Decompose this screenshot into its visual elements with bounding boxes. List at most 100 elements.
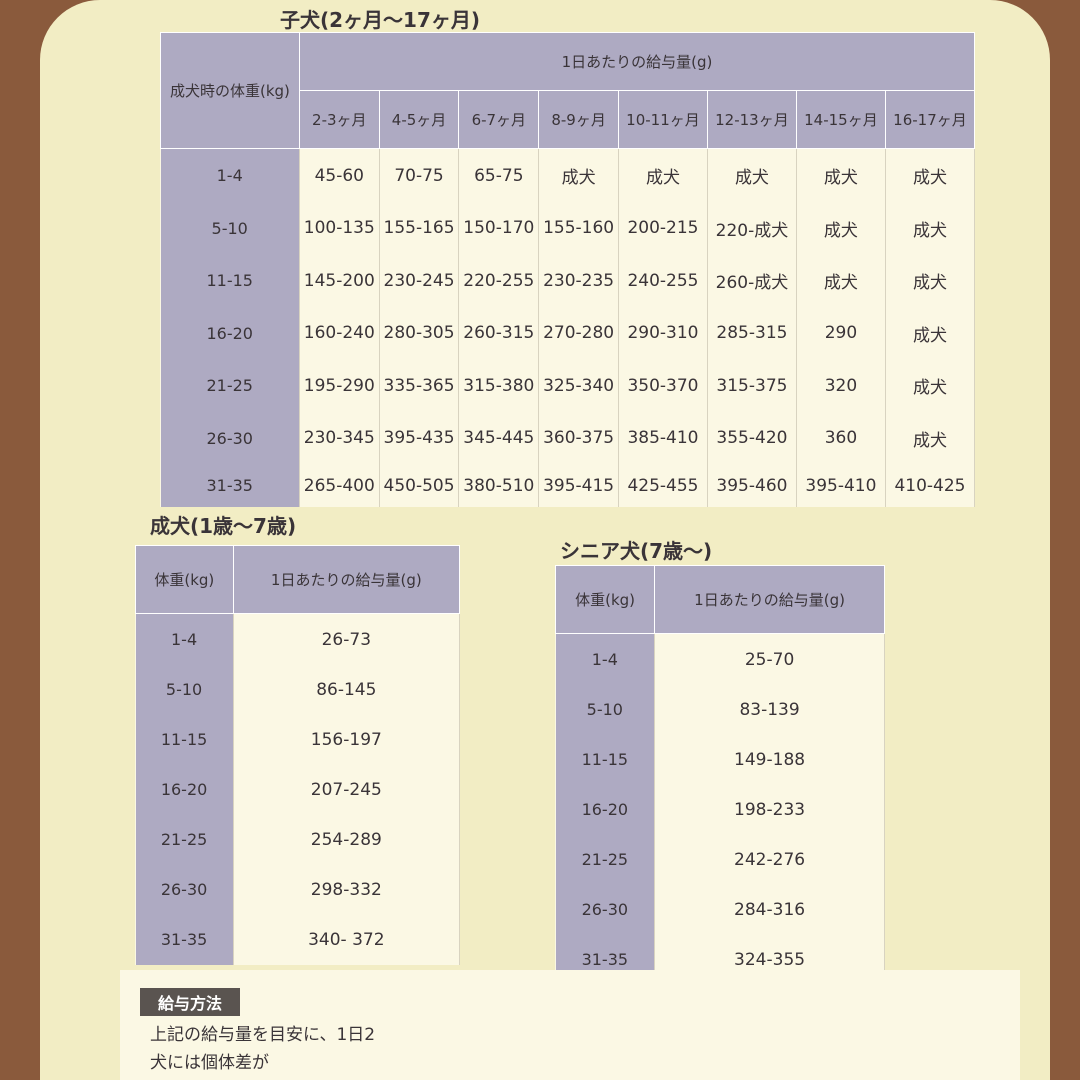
amount-cell: 285-315 [707, 307, 797, 360]
header-row: 体重(kg) 1日あたりの給与量(g) [135, 544, 461, 615]
amount-cell: 198-233 [654, 784, 885, 835]
amount-cell: 200-215 [618, 202, 708, 255]
weight-header: 体重(kg) [554, 564, 656, 635]
amount-cell: 150-170 [458, 202, 540, 255]
amount-cell: 325-340 [538, 359, 619, 412]
amount-cell: 320 [796, 359, 886, 412]
amount-cell: 284-316 [654, 884, 885, 935]
month-header: 8-9ヶ月 [538, 90, 619, 150]
amount-cell: 395-415 [538, 464, 619, 507]
amount-cell: 335-365 [379, 359, 460, 412]
weight-cell: 1-4 [555, 633, 656, 685]
amount-header: 1日あたりの給与量(g) [654, 564, 885, 635]
data-row: 5-10 86-145 [135, 664, 461, 715]
amount-cell: 242-276 [654, 834, 885, 885]
weight-cell: 5-10 [160, 202, 300, 255]
amount-cell: 成犬 [618, 148, 708, 203]
amount-cell: 280-305 [379, 307, 460, 360]
feeding-box [120, 970, 1020, 1080]
weight-cell: 26-30 [555, 884, 656, 935]
amount-cell: 260-成犬 [707, 254, 797, 308]
data-row: 1-4 26-73 [135, 613, 461, 665]
amount-cell: 成犬 [796, 254, 886, 308]
amount-cell: 425-455 [618, 464, 708, 507]
amount-cell: 220-255 [458, 254, 540, 308]
amount-cell: 315-380 [458, 359, 540, 412]
weight-cell: 31-35 [135, 914, 234, 965]
weight-cell: 21-25 [160, 359, 300, 412]
feeding-line: 犬には個体差が [150, 1053, 269, 1073]
amount-cell: 155-165 [379, 202, 460, 255]
header-row: 体重(kg) 1日あたりの給与量(g) [554, 564, 885, 635]
amount-cell: 254-289 [233, 814, 461, 865]
data-row: 26-30 230-345 395-435 345-445 360-375 385-410… [160, 411, 976, 465]
amount-cell: 240-255 [618, 254, 708, 308]
amount-cell: 315-375 [707, 359, 797, 412]
weight-cell: 16-20 [555, 784, 656, 835]
amount-cell: 155-160 [538, 202, 619, 255]
amount-cell: 25-70 [654, 633, 885, 685]
data-row: 11-15 149-188 [555, 734, 885, 785]
amount-cell: 成犬 [707, 148, 797, 203]
data-row: 31-35 265-400 450-505 380-510 395-415 425-455… [160, 464, 976, 507]
amount-cell: 成犬 [885, 307, 976, 360]
header-row: 成犬時の体重(kg) 1日あたりの給与量(g) [160, 31, 976, 150]
weight-header: 体重(kg) [135, 544, 234, 615]
amount-cell: 83-139 [654, 684, 885, 735]
month-header: 10-11ヶ月 [617, 90, 708, 150]
weight-cell: 21-25 [135, 814, 234, 865]
weight-header: 成犬時の体重(kg) [160, 31, 300, 150]
amount-cell: 395-435 [379, 411, 460, 465]
amount-cell: 100-135 [299, 202, 380, 255]
amount-cell: 145-200 [299, 254, 380, 308]
data-row: 16-20 160-240 280-305 260-315 270-280 290-310… [160, 307, 976, 360]
data-row: 11-15 145-200 230-245 220-255 230-235 240-255… [160, 254, 976, 308]
amount-cell: 350-370 [618, 359, 708, 412]
month-header: 16-17ヶ月 [884, 90, 976, 150]
weight-cell: 16-20 [160, 307, 300, 360]
amount-cell: 26-73 [233, 613, 461, 665]
amount-cell: 290-310 [618, 307, 708, 360]
weight-cell: 21-25 [555, 834, 656, 885]
data-row: 31-35 340- 372 [135, 914, 461, 965]
amount-cell: 360-375 [538, 411, 619, 465]
amount-cell: 230-235 [538, 254, 619, 308]
amount-cell: 65-75 [458, 148, 540, 203]
weight-cell: 5-10 [135, 664, 234, 715]
amount-cell: 45-60 [299, 148, 380, 203]
data-row: 21-25 195-290 335-365 315-380 325-340 350-370… [160, 359, 976, 412]
amount-cell: 220-成犬 [707, 202, 797, 255]
data-row: 5-10 83-139 [555, 684, 885, 735]
month-header: 2-3ヶ月 [298, 90, 380, 150]
data-row: 1-4 25-70 [555, 633, 885, 685]
amount-cell: 成犬 [885, 202, 976, 255]
month-header: 6-7ヶ月 [458, 90, 540, 150]
weight-cell: 26-30 [160, 411, 300, 465]
data-row: 16-20 198-233 [555, 784, 885, 835]
weight-cell: 1-4 [160, 148, 300, 203]
amount-cell: 450-505 [379, 464, 460, 507]
amount-cell: 395-410 [796, 464, 886, 507]
amount-cell: 395-460 [707, 464, 797, 507]
amount-cell: 成犬 [796, 148, 886, 203]
amount-cell: 230-245 [379, 254, 460, 308]
puppy-table: 成犬時の体重(kg) 1日あたりの給与量(g) 2-3ヶ月 4-5ヶ月 6-7ヶ月 8-9… [160, 31, 976, 507]
month-header: 12-13ヶ月 [706, 90, 797, 150]
amount-cell: 160-240 [299, 307, 380, 360]
amount-cell: 195-290 [299, 359, 380, 412]
amount-cell: 385-410 [618, 411, 708, 465]
data-row: 1-4 45-60 70-75 65-75 成犬 成犬 成犬 成犬 成犬 [160, 148, 976, 203]
amount-cell: 成犬 [885, 148, 976, 203]
month-row: 2-3ヶ月 4-5ヶ月 6-7ヶ月 8-9ヶ月 10-11ヶ月 12-13ヶ月 14-15ヶ… [161, 90, 976, 150]
senior-title: シニア犬(7歳〜) [560, 539, 713, 563]
amount-cell: 149-188 [654, 734, 885, 785]
data-row: 21-25 242-276 [555, 834, 885, 885]
amount-cell: 298-332 [233, 864, 461, 915]
amount-cell: 265-400 [299, 464, 380, 507]
data-row: 21-25 254-289 [135, 814, 461, 865]
amount-cell: 207-245 [233, 764, 461, 815]
amount-cell: 355-420 [707, 411, 797, 465]
amount-cell: 290 [796, 307, 886, 360]
amount-header: 1日あたりの給与量(g) [232, 544, 461, 615]
